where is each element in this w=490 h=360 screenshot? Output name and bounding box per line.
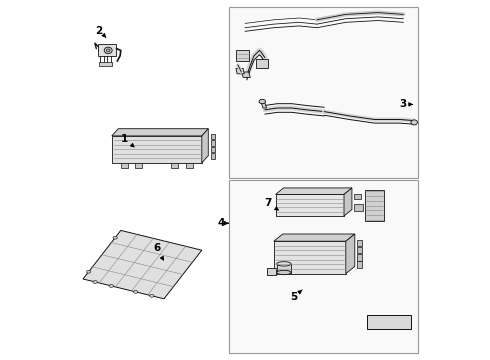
Polygon shape — [186, 163, 193, 168]
Polygon shape — [211, 134, 216, 139]
Polygon shape — [236, 68, 245, 74]
Ellipse shape — [133, 291, 138, 293]
Ellipse shape — [113, 236, 117, 239]
Polygon shape — [202, 129, 208, 163]
Polygon shape — [275, 188, 352, 194]
Ellipse shape — [106, 49, 110, 52]
Polygon shape — [277, 264, 291, 273]
Bar — [229, 180, 418, 353]
Bar — [229, 7, 418, 178]
Polygon shape — [357, 247, 362, 253]
Polygon shape — [99, 62, 112, 66]
Ellipse shape — [93, 280, 98, 283]
Polygon shape — [261, 103, 267, 108]
Polygon shape — [135, 163, 143, 168]
Ellipse shape — [277, 270, 291, 275]
Text: 7: 7 — [265, 198, 278, 210]
Polygon shape — [357, 240, 362, 246]
Ellipse shape — [109, 284, 114, 287]
Ellipse shape — [259, 99, 266, 104]
Ellipse shape — [411, 120, 417, 125]
Polygon shape — [256, 59, 269, 68]
Polygon shape — [346, 234, 355, 274]
Polygon shape — [344, 188, 352, 216]
Polygon shape — [98, 44, 117, 56]
Ellipse shape — [277, 262, 291, 266]
Polygon shape — [357, 261, 362, 268]
Polygon shape — [121, 163, 128, 168]
Polygon shape — [211, 153, 216, 159]
Ellipse shape — [149, 294, 154, 297]
Polygon shape — [112, 129, 208, 136]
Polygon shape — [112, 136, 202, 163]
Polygon shape — [211, 140, 216, 146]
Text: 4: 4 — [218, 218, 228, 228]
Ellipse shape — [104, 47, 112, 54]
Polygon shape — [211, 147, 216, 152]
Polygon shape — [354, 204, 363, 211]
Polygon shape — [274, 241, 346, 274]
Polygon shape — [354, 194, 361, 199]
Text: 1: 1 — [121, 134, 134, 147]
Text: 3: 3 — [400, 99, 413, 109]
Polygon shape — [171, 163, 178, 168]
Ellipse shape — [87, 270, 91, 273]
Polygon shape — [83, 230, 202, 299]
Polygon shape — [242, 72, 250, 77]
Text: 6: 6 — [153, 243, 164, 260]
Polygon shape — [274, 234, 355, 241]
Polygon shape — [368, 315, 411, 329]
Polygon shape — [275, 194, 344, 216]
Text: 2: 2 — [96, 26, 106, 37]
Text: 5: 5 — [290, 290, 302, 302]
Polygon shape — [267, 268, 275, 275]
Polygon shape — [236, 50, 248, 61]
Polygon shape — [365, 190, 384, 221]
Polygon shape — [357, 254, 362, 261]
